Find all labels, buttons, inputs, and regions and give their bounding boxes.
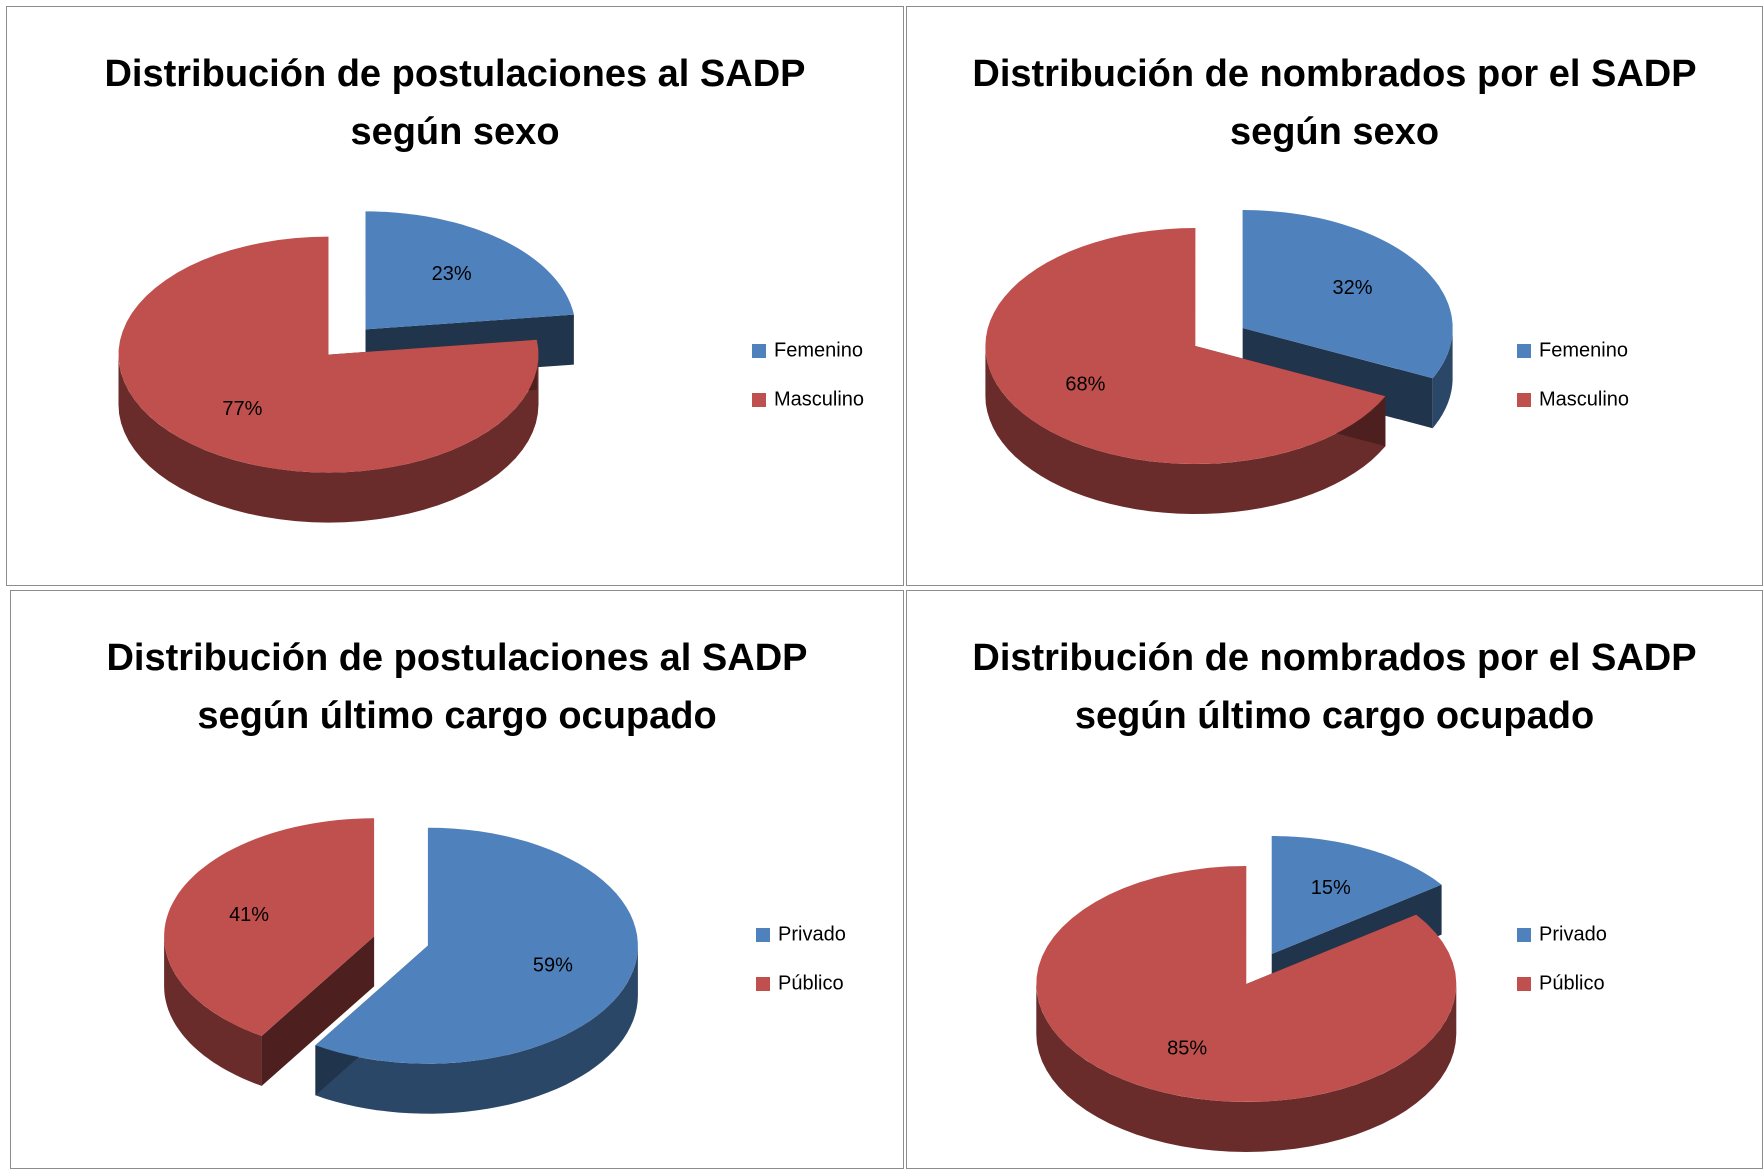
data-label: 68%	[1065, 373, 1105, 395]
legend-label: Privado	[1539, 923, 1607, 945]
chart-title: Distribución de postulaciones al SADP se…	[104, 53, 806, 153]
data-label: 23%	[432, 263, 472, 285]
slice	[164, 818, 375, 1036]
pie-chart: 59% 41% Privado Público	[164, 818, 846, 1114]
slice	[1271, 836, 1442, 955]
legend-swatch	[1517, 344, 1531, 358]
legend-label: Masculino	[774, 388, 864, 410]
chart-title: Distribución de nombrados por el SADP se…	[972, 53, 1697, 153]
pie-chart: 15% 85% Privado Público	[1036, 836, 1607, 1152]
legend-swatch	[752, 344, 766, 358]
legend-swatch	[1517, 977, 1531, 991]
pie-chart: 23% 77% Femenino Masculino	[118, 211, 864, 523]
slice	[985, 228, 1386, 464]
chart-panel: Distribución de postulaciones al SADP se…	[10, 590, 904, 1169]
slice-side	[1036, 984, 1457, 1152]
legend-swatch	[1517, 393, 1531, 407]
slice	[1242, 210, 1453, 379]
legend-label: Femenino	[1539, 339, 1628, 361]
legend-label: Masculino	[1539, 388, 1629, 410]
pie-chart: 32% 68% Femenino Masculino	[985, 210, 1629, 514]
legend-swatch	[752, 393, 766, 407]
slice	[118, 236, 539, 473]
legend-label: Público	[1539, 972, 1605, 994]
slice-side	[164, 936, 262, 1086]
slice	[365, 211, 574, 330]
data-label: 15%	[1311, 877, 1351, 899]
legend-swatch	[756, 928, 770, 942]
slice-side	[1432, 328, 1453, 429]
data-label: 59%	[533, 954, 573, 976]
legend-label: Privado	[778, 923, 846, 945]
data-label: 85%	[1167, 1037, 1207, 1059]
chart-panel: Distribución de postulaciones al SADP se…	[6, 6, 904, 586]
legend-swatch	[756, 977, 770, 991]
legend-label: Público	[778, 972, 844, 994]
legend-swatch	[1517, 928, 1531, 942]
slice	[315, 827, 638, 1064]
data-label: 32%	[1333, 277, 1373, 299]
chart-panel: Distribución de nombrados por el SADP se…	[906, 6, 1763, 586]
slice-side	[118, 354, 539, 523]
chart-panel: Distribución de nombrados por el SADP se…	[906, 590, 1763, 1169]
slice-side	[985, 346, 1386, 514]
chart-title: Distribución de nombrados por el SADP se…	[972, 637, 1697, 737]
data-label: 41%	[229, 904, 269, 926]
slice-side	[315, 945, 638, 1114]
chart-title: Distribución de postulaciones al SADP se…	[106, 637, 808, 737]
legend-label: Femenino	[774, 339, 863, 361]
slice-wall	[261, 936, 375, 1086]
data-label: 77%	[222, 398, 262, 420]
slice	[1036, 866, 1457, 1102]
